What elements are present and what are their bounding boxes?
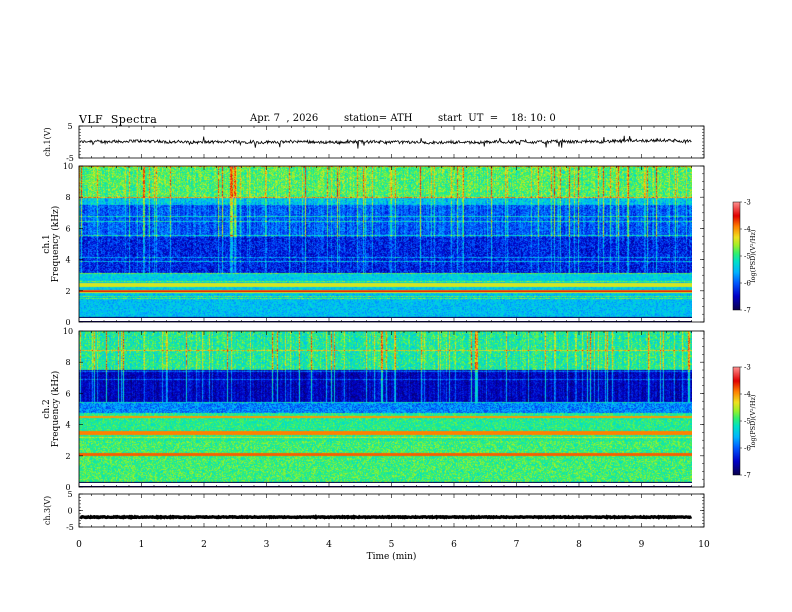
time-tick-label: 1 bbox=[139, 540, 145, 550]
ch1-spectrogram-ytick-label: 10 bbox=[63, 162, 73, 171]
ch1-waveform-ytick-label: -5 bbox=[66, 154, 74, 163]
time-tick-label: 5 bbox=[389, 540, 395, 550]
colorbar-ch2-label: log(PSD)(V²/Hz) bbox=[749, 394, 757, 447]
time-tick-label: 0 bbox=[76, 540, 82, 550]
start-time-label: start UT = 18: 10: 0 bbox=[438, 113, 556, 124]
ch1-spectrogram-ylabel-channel: ch.1 bbox=[42, 234, 52, 253]
ch1-spectrogram-ytick-label: 8 bbox=[65, 193, 70, 202]
ch1-spectrogram-ytick-label: 2 bbox=[65, 287, 70, 296]
ch1-spectrogram-image bbox=[79, 166, 692, 322]
colorbar-ch1-gradient bbox=[733, 202, 740, 310]
time-tick-label: 8 bbox=[576, 540, 582, 550]
ch1-waveform-trace bbox=[79, 135, 692, 149]
colorbar-ch2-gradient bbox=[733, 367, 740, 475]
time-tick-label: 7 bbox=[514, 540, 520, 550]
ch2-spectrogram-ytick-label: 2 bbox=[65, 452, 70, 461]
colorbar-ch1-tick-label: -7 bbox=[744, 307, 751, 315]
date-label: Apr. 7 , 2026 bbox=[250, 113, 319, 124]
ch1-waveform-ylabel: ch.1(V) bbox=[43, 127, 52, 156]
colorbar-ch2-tick-label: -3 bbox=[744, 364, 751, 372]
ch3-waveform-panel: 5 0 -5 ch.3(V) bbox=[43, 490, 705, 532]
time-tick-label: 10 bbox=[698, 540, 710, 550]
ch3-waveform-ytick-label: 0 bbox=[67, 507, 72, 516]
ch2-spectrogram-ytick-label: 6 bbox=[65, 389, 70, 398]
colorbar-ch2: -3 -4 -5 -6 -7 log(PSD)(V²/Hz) bbox=[732, 364, 757, 480]
colorbar-ch1-tick-label: -3 bbox=[744, 199, 751, 207]
ch2-spectrogram-panel: 0 2 4 6 8 10 ch.2 Frequency (kHz) bbox=[42, 327, 705, 492]
colorbar-ch1: -3 -4 -5 -6 -7 log(PSD)(V²/Hz) bbox=[732, 199, 757, 315]
ch1-spectrogram-ytick-label: 6 bbox=[65, 224, 70, 233]
colorbar-ch2-tick-label: -6 bbox=[744, 445, 751, 453]
ch2-spectrogram-ytick-label: 0 bbox=[65, 483, 70, 492]
ch2-spectrogram-ylabel-channel: ch.2 bbox=[42, 399, 52, 418]
colorbar-ch1-label: log(PSD)(V²/Hz) bbox=[749, 229, 757, 282]
ch2-spectrogram-image bbox=[79, 331, 692, 487]
colorbar-ch2-tick-label: -7 bbox=[744, 472, 751, 480]
ch1-spectrogram-zero-band bbox=[79, 318, 692, 321]
chart-title: VLF Spectra bbox=[79, 113, 158, 126]
ch2-spectrogram-ylabel-frequency: Frequency (kHz) bbox=[50, 371, 61, 448]
ch3-waveform-ylabel: ch.3(V) bbox=[43, 496, 52, 525]
time-axis-label: Time (min) bbox=[367, 551, 417, 562]
colorbar-ch2-tick-label: -5 bbox=[744, 418, 751, 426]
ch2-spectrogram-ytick-label: 10 bbox=[63, 327, 73, 336]
station-label: station= ATH bbox=[344, 113, 413, 124]
time-axis: 0 1 2 3 4 5 6 7 8 9 10 Time (min) bbox=[76, 540, 710, 562]
ch3-waveform-ytick-label: -5 bbox=[66, 523, 74, 532]
time-tick-label: 2 bbox=[201, 540, 207, 550]
time-tick-label: 4 bbox=[326, 540, 332, 550]
ch1-spectrogram-ytick-label: 4 bbox=[65, 256, 70, 265]
ch3-waveform-ytick-label: 5 bbox=[67, 490, 72, 499]
colorbar-ch1-tick-label: -4 bbox=[744, 226, 751, 234]
colorbar-ch1-tick-label: -5 bbox=[744, 253, 751, 261]
ch3-waveform-frame bbox=[78, 493, 705, 528]
colorbar-ch1-tick-label: -6 bbox=[744, 280, 751, 288]
ch2-spectrogram-ytick-label: 4 bbox=[65, 421, 70, 430]
ch3-waveform-trace bbox=[79, 514, 693, 520]
time-tick-label: 3 bbox=[264, 540, 270, 550]
ch2-spectrogram-ytick-label: 8 bbox=[65, 358, 70, 367]
ch1-spectrogram-ytick-label: 0 bbox=[65, 318, 70, 327]
time-tick-label: 9 bbox=[639, 540, 645, 550]
ch2-spectrogram-zero-band bbox=[79, 483, 692, 486]
ch1-spectrogram-ylabel-frequency: Frequency (kHz) bbox=[50, 206, 61, 283]
ch1-waveform-ytick-label: 5 bbox=[67, 122, 72, 131]
ch1-waveform-panel: 5 -5 ch.1(V) bbox=[43, 122, 705, 163]
time-tick-label: 6 bbox=[451, 540, 457, 550]
ch1-spectrogram-panel: 0 2 4 6 8 10 ch.1 Frequency (kHz) bbox=[42, 162, 705, 327]
colorbar-ch2-tick-label: -4 bbox=[744, 391, 751, 399]
